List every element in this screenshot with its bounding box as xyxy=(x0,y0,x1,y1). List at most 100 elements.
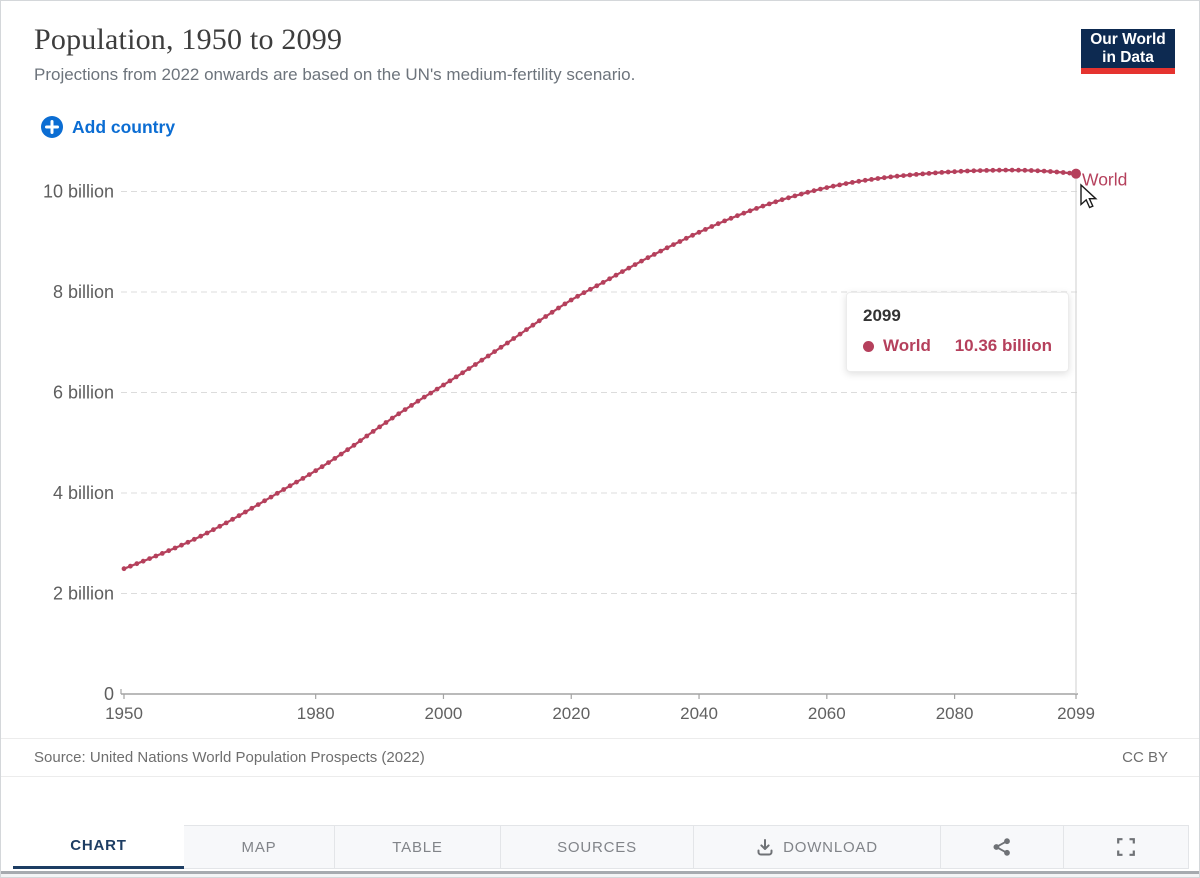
tab-table[interactable]: TABLE xyxy=(335,825,501,869)
data-point xyxy=(421,394,427,400)
data-point xyxy=(600,280,606,285)
data-point xyxy=(313,468,319,474)
data-point xyxy=(894,173,900,179)
add-country-button[interactable]: Add country xyxy=(41,116,175,138)
tooltip-series-row: World 10.36 billion xyxy=(863,336,1052,356)
x-axis-label: 2020 xyxy=(552,704,590,723)
data-point xyxy=(319,464,325,470)
tab-share[interactable] xyxy=(941,825,1064,869)
data-point xyxy=(517,331,523,337)
data-point xyxy=(549,309,555,315)
data-point xyxy=(211,527,216,533)
data-point xyxy=(626,265,632,271)
tab-sources[interactable]: SOURCES xyxy=(501,825,694,869)
data-point xyxy=(230,516,236,522)
data-point xyxy=(306,472,312,477)
data-point xyxy=(568,297,574,303)
data-point xyxy=(294,479,299,485)
data-point xyxy=(274,490,280,496)
owid-logo[interactable]: Our World in Data xyxy=(1081,29,1175,74)
data-point xyxy=(805,189,811,195)
series-color-dot xyxy=(863,340,874,352)
data-point xyxy=(754,206,759,211)
data-point xyxy=(907,172,913,178)
data-point xyxy=(530,322,536,328)
data-point xyxy=(588,286,593,292)
data-point xyxy=(166,548,172,554)
data-point xyxy=(243,509,248,515)
tab-download[interactable]: DOWNLOAD xyxy=(694,825,941,869)
data-point xyxy=(396,411,402,417)
data-point xyxy=(159,551,165,556)
x-axis-label: 2000 xyxy=(425,704,463,723)
data-point xyxy=(779,197,785,203)
data-point xyxy=(409,403,414,408)
data-point xyxy=(377,424,382,430)
data-point xyxy=(466,366,472,371)
data-point xyxy=(760,203,766,209)
series-layer xyxy=(121,167,1079,572)
data-point xyxy=(888,174,894,180)
data-point xyxy=(933,170,938,176)
data-point xyxy=(664,245,670,251)
data-point xyxy=(856,178,862,184)
data-point xyxy=(639,258,644,264)
x-axis-label: 2099 xyxy=(1057,704,1095,723)
data-point xyxy=(364,433,370,439)
data-point xyxy=(1041,168,1047,174)
data-point xyxy=(620,269,625,274)
data-point xyxy=(741,210,747,216)
data-point xyxy=(389,415,395,421)
data-point xyxy=(358,438,363,444)
data-point xyxy=(140,558,146,564)
data-point xyxy=(837,182,842,188)
data-point xyxy=(473,362,478,367)
below-divider-gap xyxy=(1,874,1199,877)
source-text[interactable]: Source: United Nations World Population … xyxy=(34,749,425,766)
data-point xyxy=(677,239,683,244)
data-point xyxy=(121,566,127,572)
data-point xyxy=(428,390,434,396)
data-point xyxy=(262,498,267,504)
y-axis-label: 6 billion xyxy=(53,383,114,403)
owid-logo-text: Our World in Data xyxy=(1081,29,1175,68)
source-row: Source: United Nations World Population … xyxy=(1,738,1199,776)
data-point xyxy=(383,420,389,425)
tab-fullscreen[interactable] xyxy=(1064,825,1189,869)
data-point xyxy=(850,180,855,185)
data-point xyxy=(703,227,708,232)
data-point xyxy=(415,398,421,404)
data-point xyxy=(345,447,350,453)
y-axis-label: 0 xyxy=(104,684,114,704)
add-country-label: Add country xyxy=(72,116,176,137)
tab-map[interactable]: MAP xyxy=(184,825,335,869)
data-point xyxy=(651,252,657,257)
tab-chart[interactable]: CHART xyxy=(13,825,184,869)
data-point xyxy=(773,199,779,205)
x-axis-label: 2060 xyxy=(808,704,846,723)
data-point xyxy=(690,232,695,238)
data-point xyxy=(1009,167,1015,173)
data-point xyxy=(1022,167,1028,173)
line-chart[interactable]: 0 2 billion 4 billion 6 billion 8 billion 10 … xyxy=(1,141,1200,741)
tooltip-year: 2099 xyxy=(863,306,901,325)
data-point xyxy=(543,314,549,319)
tab-bar: CHART MAP TABLE SOURCES DOWNLOAD xyxy=(1,825,1199,869)
data-point xyxy=(351,442,357,448)
data-point xyxy=(268,494,274,500)
data-point xyxy=(632,262,638,267)
data-point xyxy=(127,563,133,569)
data-point xyxy=(460,370,465,376)
data-point xyxy=(300,476,306,481)
download-icon xyxy=(756,838,774,856)
data-point xyxy=(447,378,453,384)
gridlines-layer: 0 2 billion 4 billion 6 billion 8 billion 10 … xyxy=(43,182,1078,704)
page-title: Population, 1950 to 2099 xyxy=(34,23,343,56)
data-point xyxy=(479,357,485,363)
data-point xyxy=(1028,168,1034,173)
data-point xyxy=(198,533,204,539)
data-point xyxy=(147,556,153,561)
license-text[interactable]: CC BY xyxy=(1122,749,1168,766)
data-point xyxy=(913,172,919,177)
